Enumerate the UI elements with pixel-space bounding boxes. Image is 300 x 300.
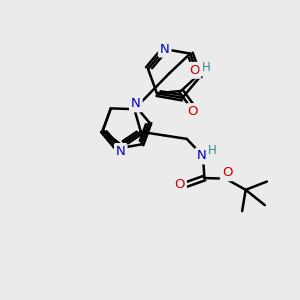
Text: N: N xyxy=(160,43,169,56)
Text: O: O xyxy=(189,64,199,77)
Text: N: N xyxy=(116,145,126,158)
Text: N: N xyxy=(196,149,206,163)
Text: O: O xyxy=(188,105,198,118)
Text: O: O xyxy=(175,178,185,191)
Text: H: H xyxy=(201,61,210,74)
Text: H: H xyxy=(208,144,217,157)
Text: O: O xyxy=(222,166,232,179)
Text: N: N xyxy=(131,98,141,110)
